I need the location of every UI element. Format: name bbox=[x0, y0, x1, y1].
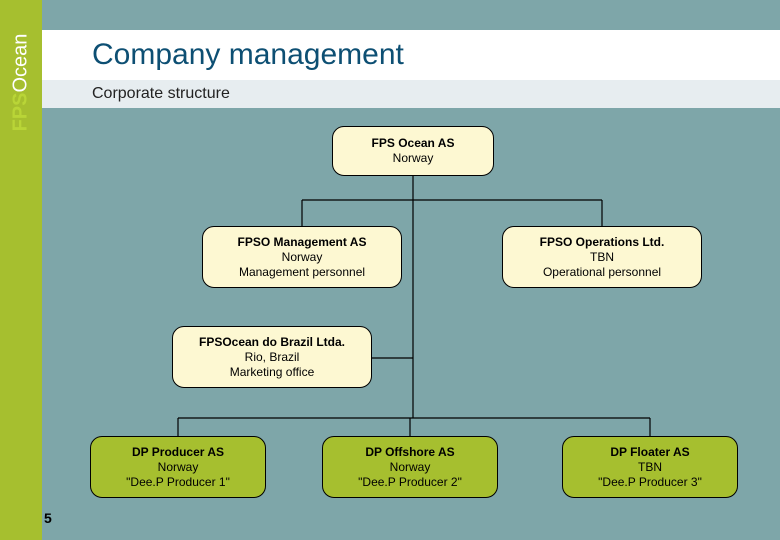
org-node-line: TBN bbox=[638, 460, 662, 475]
org-node-line: FPSO Operations Ltd. bbox=[540, 235, 665, 250]
slide: FPSOcean Company management Corporate st… bbox=[0, 0, 780, 540]
org-node-ops: FPSO Operations Ltd.TBNOperational perso… bbox=[502, 226, 702, 288]
org-node-line: "Dee.P Producer 1" bbox=[126, 475, 230, 490]
org-node-mgmt: FPSO Management ASNorwayManagement perso… bbox=[202, 226, 402, 288]
org-node-dp3: DP Floater ASTBN"Dee.P Producer 3" bbox=[562, 436, 738, 498]
org-node-line: DP Producer AS bbox=[132, 445, 224, 460]
title-row: Company management bbox=[42, 30, 780, 80]
page-subtitle: Corporate structure bbox=[92, 85, 230, 103]
page-number: 5 bbox=[44, 510, 52, 526]
org-node-line: Marketing office bbox=[230, 365, 315, 380]
logo-fps: FPS bbox=[10, 92, 32, 131]
org-node-line: Operational personnel bbox=[543, 265, 661, 280]
org-node-line: FPSOcean do Brazil Ltda. bbox=[199, 335, 345, 350]
subtitle-row: Corporate structure bbox=[42, 80, 780, 108]
org-node-dp1: DP Producer ASNorway"Dee.P Producer 1" bbox=[90, 436, 266, 498]
org-node-line: Management personnel bbox=[239, 265, 365, 280]
org-node-line: Norway bbox=[390, 460, 431, 475]
page-title: Company management bbox=[92, 38, 404, 72]
org-node-line: DP Offshore AS bbox=[365, 445, 454, 460]
org-node-line: "Dee.P Producer 3" bbox=[598, 475, 702, 490]
org-node-root: FPS Ocean ASNorway bbox=[332, 126, 494, 176]
brand-logo: FPSOcean bbox=[0, 0, 42, 164]
org-node-brazil: FPSOcean do Brazil Ltda.Rio, BrazilMarke… bbox=[172, 326, 372, 388]
org-node-line: Norway bbox=[282, 250, 323, 265]
org-node-line: Norway bbox=[393, 151, 434, 166]
org-chart: FPS Ocean ASNorwayFPSO Management ASNorw… bbox=[42, 108, 780, 540]
org-node-line: Rio, Brazil bbox=[245, 350, 300, 365]
org-node-dp2: DP Offshore ASNorway"Dee.P Producer 2" bbox=[322, 436, 498, 498]
org-node-line: FPS Ocean AS bbox=[372, 136, 455, 151]
org-node-line: DP Floater AS bbox=[610, 445, 689, 460]
org-node-line: Norway bbox=[158, 460, 199, 475]
org-node-line: FPSO Management AS bbox=[238, 235, 367, 250]
org-node-line: "Dee.P Producer 2" bbox=[358, 475, 462, 490]
org-node-line: TBN bbox=[590, 250, 614, 265]
logo-ocean: Ocean bbox=[10, 33, 32, 92]
